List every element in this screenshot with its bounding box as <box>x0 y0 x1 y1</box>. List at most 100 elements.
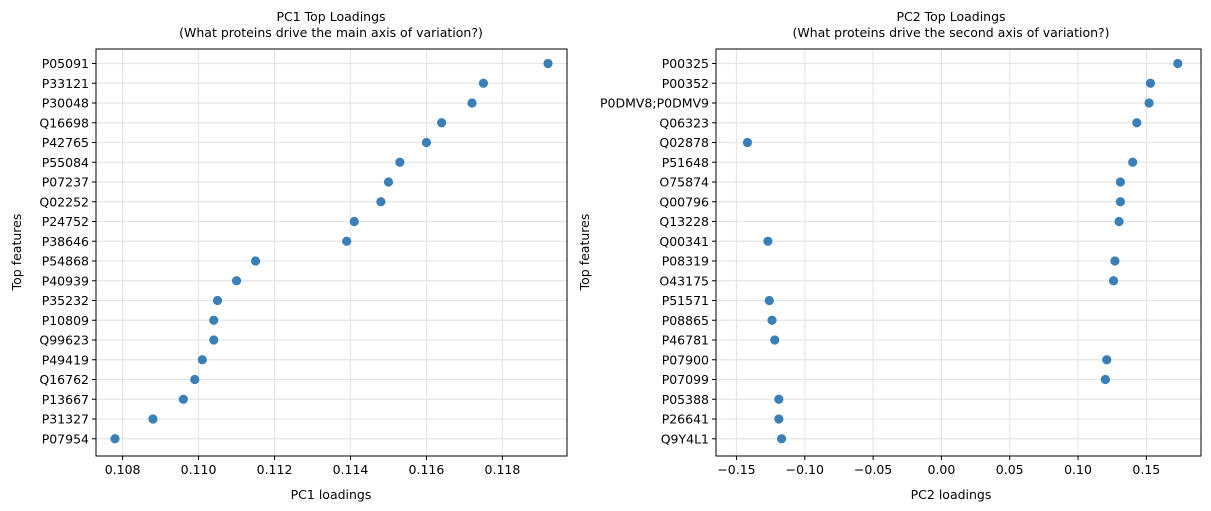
pc1-data-point <box>467 98 477 108</box>
pc2-x-tick-label: 0.10 <box>1064 462 1092 477</box>
pc1-data-point <box>212 295 223 306</box>
pc1-title: PC1 Top Loadings <box>276 9 385 24</box>
pc1-y-tick-label: P24752 <box>42 214 89 229</box>
pc1-y-tick-label: Q02252 <box>39 194 89 209</box>
pc2-y-tick-label: P05388 <box>662 392 709 407</box>
pc2-y-tick-label: P26641 <box>662 412 709 427</box>
pc1-x-tick-label: 0.112 <box>257 462 293 477</box>
pc1-axes-frame <box>95 48 568 457</box>
pc2-y-tick-label: P00352 <box>662 76 709 91</box>
pc2-x-tick-label: 0.00 <box>928 462 956 477</box>
pc1-y-tick-label: P31327 <box>42 412 89 427</box>
pc2-y-tick-label: Q13228 <box>659 214 709 229</box>
pc2-plot-area: −0.15 −0.10 −0.05 0.00 0.05 0.10 0.15 P00325 P00… <box>600 48 1202 477</box>
pc1-y-tick-label: P54868 <box>42 254 89 269</box>
pc2-y-tick-label: P08319 <box>662 254 709 269</box>
pc1-x-tick-label: 0.110 <box>181 462 217 477</box>
pc2-data-point <box>1115 177 1125 187</box>
pc1-data-point <box>250 256 261 266</box>
pc1-subtitle: (What proteins drive the main axis of va… <box>179 25 483 40</box>
pc1-y-tick-label: P07954 <box>42 431 89 446</box>
pc2-y-tick-label: P07900 <box>662 352 709 367</box>
pc1-y-tick-label: P38646 <box>42 234 89 249</box>
pc2-y-axis-label: Top features <box>577 214 592 292</box>
pc1-x-tick-label: 0.118 <box>485 462 521 477</box>
pc2-x-tick-label: 0.15 <box>1132 462 1160 477</box>
pc2-data-point <box>1128 157 1138 167</box>
pc1-data-point <box>376 197 386 207</box>
pc2-data-point <box>1145 78 1156 88</box>
pc2-data-point <box>1173 58 1183 69</box>
pc2-y-tick-label: P00325 <box>662 56 709 71</box>
pc1-y-tick-label: P49419 <box>42 352 89 367</box>
pc1-data-point <box>209 315 219 325</box>
pc1-y-tick-label: P42765 <box>42 135 89 150</box>
pc2-y-tick-label: Q00341 <box>659 234 709 249</box>
pc1-data-point <box>349 216 359 227</box>
pc2-data-point <box>1114 216 1124 227</box>
pc2-y-tick-label: Q00796 <box>659 194 709 209</box>
pc1-y-tick-label: P33121 <box>42 76 89 91</box>
pc1-y-tick-label: P05091 <box>42 56 89 71</box>
pc1-y-tick-label: P30048 <box>42 96 89 111</box>
pc2-y-tick-label: Q9Y4L1 <box>661 431 709 446</box>
pc2-data-point <box>776 434 787 444</box>
pc1-y-tick-label: Q16698 <box>39 115 89 130</box>
pc2-data-point <box>770 335 780 345</box>
pc2-data-point <box>1132 118 1142 128</box>
pc1-y-tick-label: P07237 <box>42 175 89 190</box>
pc2-y-tick-label: P51648 <box>662 155 709 170</box>
pc2-y-tick-label: O75874 <box>659 175 709 190</box>
pc1-data-point <box>197 355 207 365</box>
pc2-y-tick-label: O43175 <box>659 273 709 288</box>
pc2-data-point <box>1102 355 1112 365</box>
pc1-y-tick-label: P35232 <box>42 293 89 308</box>
pc2-data-point <box>774 394 784 404</box>
pc1-y-axis-label: Top features <box>9 214 24 292</box>
pc1-data-point <box>478 78 489 88</box>
pc2-data-point <box>767 315 777 325</box>
pc1-data-point <box>178 394 188 404</box>
pc2-data-point <box>1144 98 1154 108</box>
pc2-data-point <box>742 137 753 148</box>
pc1-data-point <box>110 434 120 444</box>
pc2-data-point <box>1100 374 1110 385</box>
pc1-y-tick-label: P10809 <box>42 313 89 328</box>
pc2-data-point <box>1110 256 1120 266</box>
pc1-y-tick-label: P13667 <box>42 392 89 407</box>
pc1-y-tick-label: Q99623 <box>39 333 89 348</box>
pc2-y-tick-label: P0DMV8;P0DMV9 <box>600 96 709 111</box>
pc2-title: PC2 Top Loadings <box>896 9 1005 24</box>
pc2-x-tick-label: −0.15 <box>717 462 755 477</box>
pc1-y-tick-label: P55084 <box>42 155 89 170</box>
pc2-axes-frame <box>715 48 1202 457</box>
pc2-x-tick-label: 0.05 <box>996 462 1024 477</box>
pc1-y-tick-label: P40939 <box>42 273 89 288</box>
pc2-data-point <box>1115 197 1125 207</box>
pc1-data-point <box>437 118 447 128</box>
pc1-x-tick-label: 0.114 <box>333 462 369 477</box>
pc1-data-point <box>421 137 432 148</box>
pc1-data-point <box>231 276 242 286</box>
pc2-x-tick-label: −0.10 <box>786 462 824 477</box>
pc1-data-point <box>395 157 405 167</box>
pc2-data-point <box>763 236 773 246</box>
pc1-plot-area: 0.108 0.110 0.112 0.114 0.116 0.118 P05091 P331… <box>39 48 568 477</box>
pc2-y-tick-label: Q06323 <box>659 115 709 130</box>
pc2-y-tick-label: P46781 <box>662 333 709 348</box>
pc2-y-tick-label: P08865 <box>662 313 709 328</box>
pc2-subtitle: (What proteins drive the second axis of … <box>792 25 1109 40</box>
pc2-data-point <box>1108 276 1119 286</box>
pc1-y-tick-label: Q16762 <box>39 372 89 387</box>
pc2-data-point <box>774 414 784 424</box>
pc1-x-axis-label: PC1 loadings <box>291 487 372 502</box>
pc1-x-tick-label: 0.116 <box>409 462 445 477</box>
pc2-y-tick-label: Q02878 <box>659 135 709 150</box>
pc2-y-tick-label: P51571 <box>662 293 709 308</box>
pc2-y-tick-label: P07099 <box>662 372 709 387</box>
pc2-x-axis-label: PC2 loadings <box>911 487 992 502</box>
pc2-x-tick-label: −0.05 <box>854 462 892 477</box>
pc2-data-point <box>764 295 774 306</box>
